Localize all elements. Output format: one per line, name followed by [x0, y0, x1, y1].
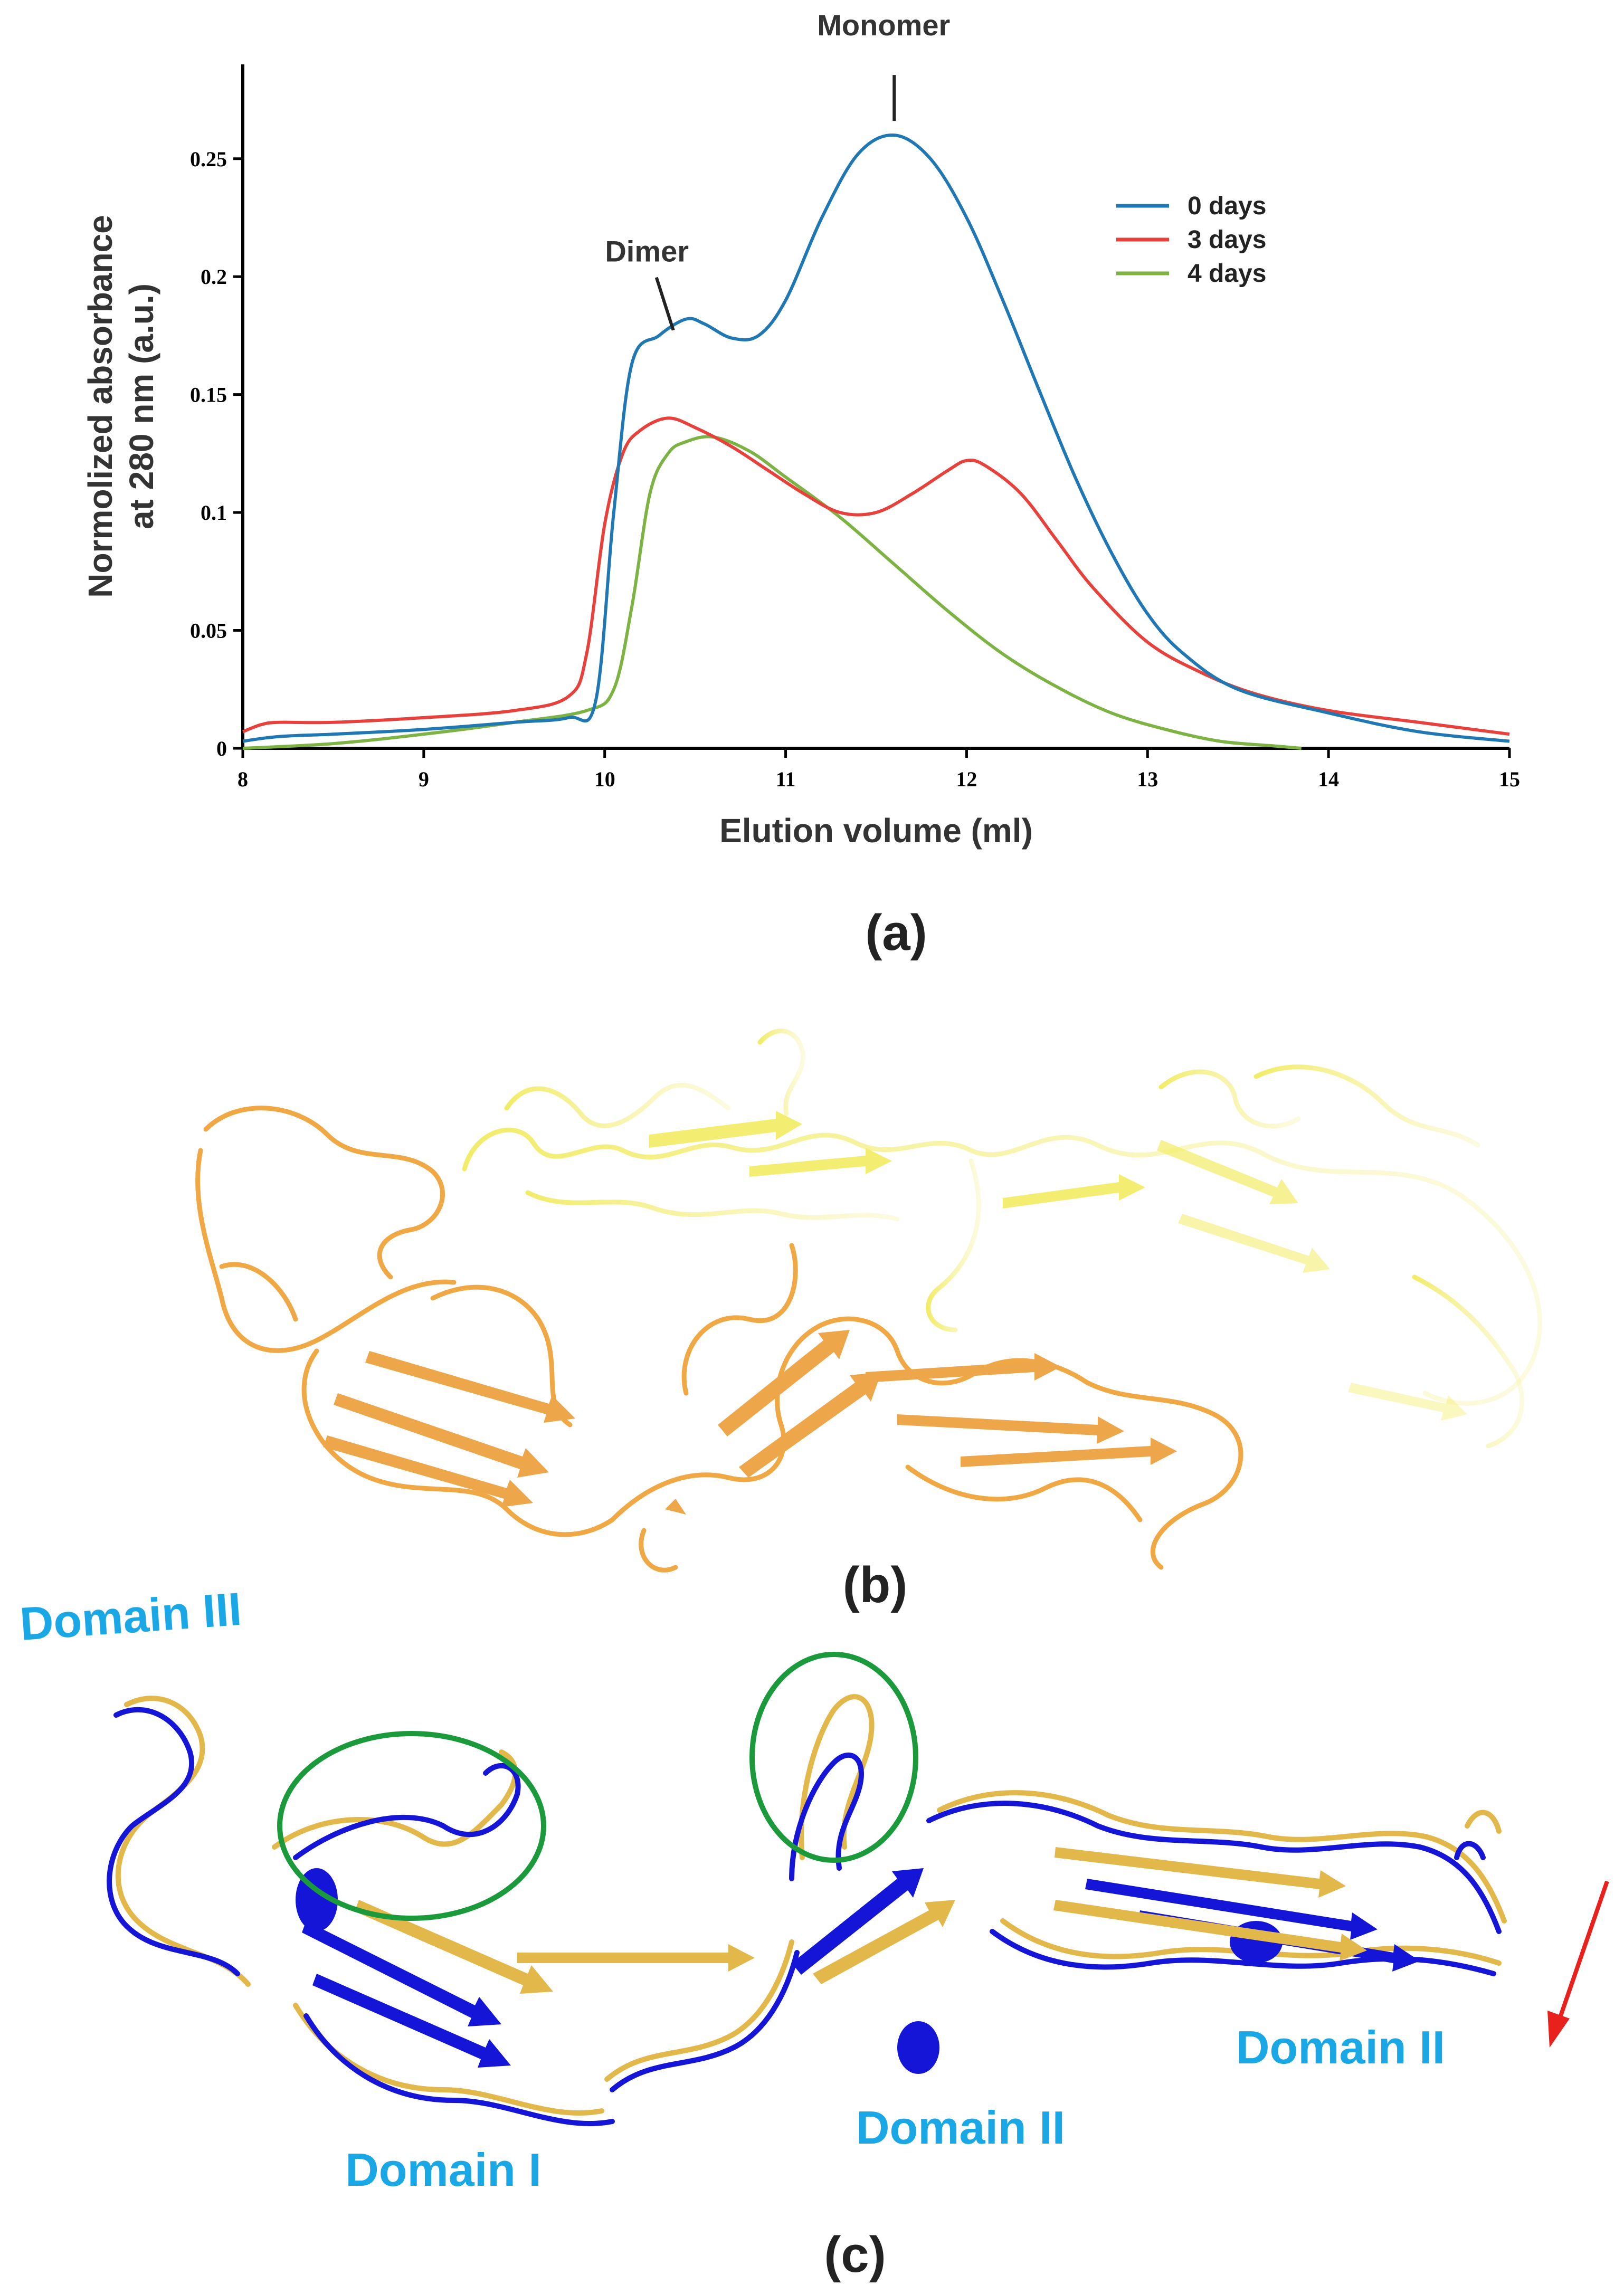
legend-label: 0 days — [1188, 192, 1266, 220]
x-tick-label: 11 — [776, 767, 796, 791]
x-ticks: 8 9 10 11 12 13 14 15 — [238, 748, 1520, 791]
label-domain-2-right: Domain II — [1236, 2021, 1445, 2073]
y-ticks: 0 0.05 0.1 0.15 0.2 0.25 — [190, 147, 243, 760]
y-tick-label: 0 — [216, 737, 227, 760]
series-line-4-days — [242, 435, 1302, 750]
legend-label: 3 days — [1188, 226, 1266, 254]
panel-label-c: (c) — [824, 2226, 886, 2283]
label-domain-2-middle: Domain II — [856, 2101, 1065, 2154]
series-lines — [242, 134, 1510, 750]
y-tick-label: 0.2 — [201, 265, 227, 289]
y-tick-label: 0.15 — [190, 383, 227, 407]
x-tick-label: 13 — [1137, 767, 1158, 791]
structure-b-panel — [195, 1029, 1543, 1573]
x-tick-label: 14 — [1318, 767, 1339, 791]
panel-label-a: (a) — [865, 905, 927, 961]
highlight-circle-left — [277, 1731, 546, 1921]
dimer-pointer — [654, 277, 675, 331]
label-domain-3: Domain III — [18, 1583, 243, 1650]
y-tick-label: 0.1 — [201, 501, 227, 525]
chain-orange-ribbon — [195, 1106, 1243, 1573]
x-tick-label: 12 — [956, 767, 977, 791]
chain-orange-strands — [323, 1330, 1177, 1515]
structure-c-panel: Domain III — [18, 1583, 1609, 2196]
strands-gold — [355, 1847, 1367, 1994]
y-tick-label: 0.25 — [190, 147, 227, 171]
direction-arrow — [1547, 1880, 1609, 2048]
ribbon-blue — [107, 1707, 1502, 2126]
chart-panel: 8 9 10 11 12 13 14 15 0 0.05 0.1 0.15 0.2 0.25 Monom… — [81, 8, 1520, 850]
y-tick-label: 0.05 — [190, 619, 227, 643]
label-domain-1: Domain I — [345, 2144, 542, 2196]
x-tick-label: 10 — [594, 767, 615, 791]
chain-yellow-strands — [649, 1111, 1467, 1421]
y-axis-label-line2: at 280 nm (a.u.) — [122, 283, 160, 529]
chart-axes — [241, 64, 1509, 750]
legend: 0 days 3 days 4 days — [1116, 192, 1266, 288]
x-tick-label: 8 — [238, 767, 248, 791]
legend-label: 4 days — [1188, 260, 1266, 288]
annotation-dimer: Dimer — [605, 235, 689, 268]
x-tick-label: 9 — [419, 767, 429, 791]
annotation-monomer: Monomer — [817, 8, 950, 42]
highlight-circle-middle — [749, 1652, 918, 1863]
chain-yellow-ribbon — [462, 1029, 1543, 1449]
annotations: Monomer Dimer — [605, 8, 950, 331]
panel-label-b: (b) — [843, 1557, 908, 1613]
series-line-0-days — [242, 134, 1510, 743]
series-line-3-days — [242, 416, 1510, 736]
y-axis-label-line1: Normolized absorbance — [81, 215, 119, 598]
x-tick-label: 15 — [1499, 767, 1520, 791]
x-axis-label: Elution volume (ml) — [719, 812, 1033, 850]
